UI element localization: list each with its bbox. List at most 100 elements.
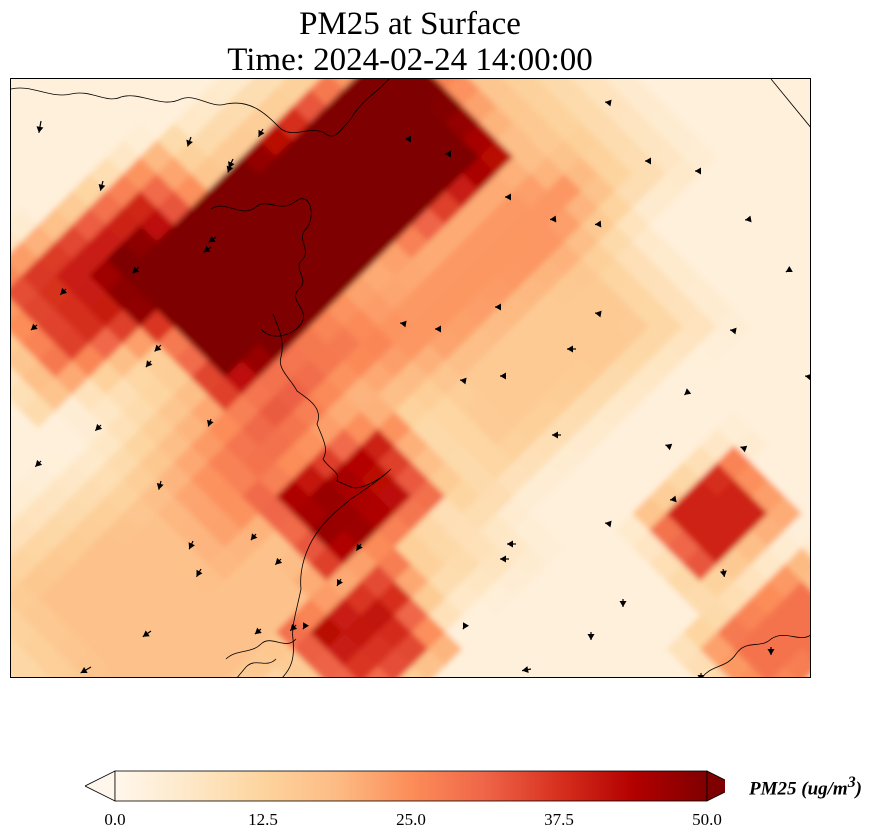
wind-vector-head — [145, 360, 153, 368]
wind-vector-head — [254, 627, 262, 635]
pm25-grid-cell — [494, 666, 532, 677]
wind-vector-head — [522, 666, 529, 673]
pm25-grid-cell — [19, 666, 57, 677]
pm25-grid-cell — [11, 666, 23, 677]
colorbar-tick-label: 12.5 — [248, 810, 278, 829]
wind-vector-head — [35, 459, 43, 467]
pm25-grid-cell — [766, 666, 804, 677]
pm25-grid-cell — [562, 666, 600, 677]
wind-vector-head — [697, 675, 705, 677]
wind-vector-head — [154, 344, 162, 352]
wind-vector-head — [30, 323, 38, 331]
wind-vector-head — [552, 431, 558, 439]
pm25-grid-cell — [325, 666, 362, 677]
colorbar-label: PM25 (ug/m3) — [749, 774, 862, 800]
wind-vector-head — [435, 325, 441, 333]
map-title: PM25 at Surface — [299, 6, 521, 42]
wind-vector-head — [400, 320, 407, 328]
wind-vector-layer — [30, 99, 810, 677]
wind-vector-head — [785, 266, 793, 272]
wind-vector-head — [250, 533, 258, 541]
coastline-southwest — [225, 638, 297, 677]
pm25-grid-cell — [121, 666, 159, 677]
pm25-grid-cell — [53, 666, 91, 677]
colorbar-tick-label: 37.5 — [544, 810, 574, 829]
wind-vector-head — [405, 135, 411, 143]
pm25-grid-cell — [630, 666, 668, 677]
wind-vector-head — [445, 150, 451, 158]
wind-vector-head — [258, 129, 265, 137]
wind-vector-head — [587, 634, 595, 640]
wind-vector-head — [619, 601, 627, 607]
wind-vector-head — [132, 266, 140, 274]
wind-vector-head — [188, 542, 195, 550]
wind-vector-head — [595, 310, 602, 318]
pm25-grid-cell — [800, 666, 810, 677]
coastline-layer — [11, 79, 810, 677]
coastline-inlet — [210, 198, 312, 337]
pm25-map-panel — [10, 78, 811, 678]
coastline-southeast — [702, 634, 810, 677]
colorbar-tick-label: 0.0 — [104, 810, 126, 829]
wind-vector-head — [208, 235, 216, 243]
wind-vector-head — [156, 483, 164, 490]
wind-vector-head — [290, 623, 298, 631]
wind-vector-head — [767, 649, 775, 655]
wind-vector-head — [645, 157, 651, 165]
pm25-grid-cell — [664, 666, 702, 677]
wind-vector-head — [196, 569, 203, 577]
wind-vector-head — [719, 570, 727, 577]
wind-vector-head — [463, 622, 469, 630]
wind-vector-head — [500, 555, 506, 563]
wind-vector-head — [500, 372, 506, 380]
pm25-grid-cell — [732, 666, 770, 677]
coastline-north — [11, 79, 390, 137]
wind-vector-head — [226, 165, 234, 173]
wind-vector-head — [203, 245, 211, 253]
wind-vector-head — [275, 557, 283, 565]
wind-vector-head — [567, 345, 573, 353]
map-timestamp: Time: 2024-02-24 14:00:00 — [227, 42, 593, 78]
wind-vector-head — [36, 126, 44, 133]
pm25-grid-cell — [461, 666, 498, 677]
wind-vector-head — [186, 139, 193, 147]
colorbar-gradient — [114, 770, 708, 802]
wind-vector-head — [605, 520, 612, 528]
pm25-grid-cell — [596, 666, 634, 677]
wind-vector-head — [460, 377, 467, 385]
wind-vector-head — [98, 184, 106, 191]
wind-vector-head — [670, 495, 677, 503]
pm25-grid-cell — [698, 666, 736, 677]
colorbar-tick-label: 50.0 — [692, 810, 722, 829]
pm25-heatmap — [11, 79, 810, 677]
pm25-grid-cell — [155, 666, 193, 677]
pm25-grid-cell — [359, 666, 396, 677]
wind-vector-head — [80, 667, 88, 673]
pm25-grid-cell — [427, 666, 464, 677]
colorbar — [85, 770, 725, 802]
wind-vector-head — [60, 287, 68, 295]
pm25-grid-cell — [528, 666, 566, 677]
wind-vector-head — [665, 443, 673, 451]
pm25-grid-cell — [189, 666, 227, 677]
colorbar-max-extend — [706, 770, 725, 802]
wind-vector-head — [507, 540, 513, 548]
pm25-grid-cell — [393, 666, 430, 677]
wind-vector-head — [337, 579, 343, 586]
wind-vector-head — [550, 215, 557, 223]
wind-vector-head — [303, 622, 309, 630]
wind-vector-head — [684, 388, 692, 395]
wind-vector-head — [142, 630, 150, 637]
coastline-river — [272, 313, 392, 677]
wind-vector-head — [695, 167, 701, 175]
wind-vector-head — [207, 419, 214, 427]
wind-vector-head — [605, 99, 612, 107]
pm25-field — [11, 79, 810, 677]
wind-vector-head — [95, 423, 103, 431]
pm25-grid-cell — [223, 666, 261, 677]
wind-vector-head — [505, 193, 511, 201]
wind-vector-head — [745, 215, 752, 223]
pm25-grid-cell — [291, 666, 329, 677]
wind-vector-head — [495, 303, 501, 311]
wind-vector-head — [595, 220, 602, 228]
